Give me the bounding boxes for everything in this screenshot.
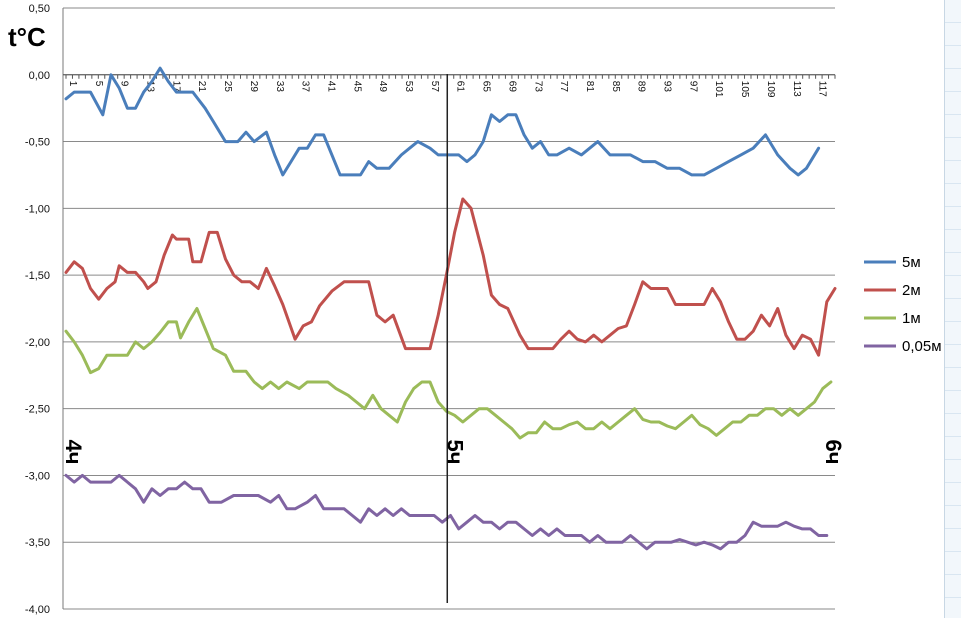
x-tick-label: 29 — [248, 81, 259, 93]
x-tick-label: 77 — [558, 81, 569, 93]
x-tick-label: 21 — [196, 81, 207, 93]
x-tick-label: 33 — [274, 81, 285, 93]
y-tick-label: -2,00 — [25, 337, 50, 349]
series-line-2м — [64, 197, 837, 357]
x-tick-label: 101 — [713, 81, 724, 98]
legend: 5м 2м 1м 0,05м — [864, 254, 942, 355]
series-line-5м — [64, 66, 821, 177]
hour-label: 4ч — [61, 439, 86, 464]
x-tick-label: 81 — [584, 81, 595, 93]
hour-label: 6ч — [821, 439, 846, 464]
y-tick-label: -0,50 — [25, 137, 50, 149]
x-tick-label: 25 — [222, 81, 233, 93]
x-tick-label: 113 — [791, 81, 802, 97]
x-tick-label: 9 — [119, 81, 130, 87]
x-tick-label: 69 — [506, 81, 517, 93]
x-tick-label: 17 — [170, 81, 181, 93]
x-tick-label: 93 — [662, 81, 673, 93]
legend-label: 1м — [902, 310, 921, 327]
series-line-1м — [64, 307, 833, 440]
gridlines — [63, 7, 835, 610]
x-tick-label: 117 — [817, 81, 828, 97]
x-tick-label: 109 — [765, 81, 776, 98]
x-tick-label: 61 — [455, 81, 466, 93]
x-tick-label: 97 — [687, 81, 698, 93]
x-tick-label: 13 — [145, 81, 156, 93]
hour-markers: 4ч 5ч 6ч — [61, 74, 846, 603]
x-tick-label: 45 — [351, 81, 362, 93]
y-tick-label: -3,00 — [25, 470, 50, 482]
y-tick-label: 0,50 — [29, 3, 50, 15]
x-tick-label: 53 — [403, 81, 414, 93]
hour-label: 5ч — [442, 439, 467, 464]
x-tick-label: 89 — [636, 81, 647, 93]
legend-label: 0,05м — [902, 338, 942, 355]
unit-label: t°C — [8, 22, 46, 52]
legend-label: 5м — [902, 254, 921, 271]
y-tick-label: -1,50 — [25, 270, 50, 282]
y-tick-label: -1,00 — [25, 203, 50, 215]
x-tick-label: 73 — [532, 81, 543, 93]
x-tick-label: 41 — [325, 81, 336, 93]
legend-label: 2м — [902, 282, 921, 299]
y-tick-label: -4,00 — [25, 604, 50, 616]
x-tick-label: 1 — [67, 81, 78, 87]
y-tick-label: 0,00 — [29, 70, 50, 82]
series-lines — [64, 66, 837, 551]
y-axis: 0,50 0,00 -0,50 -1,00 -1,50 -2,00 -2,50 -3,00 -3… — [25, 3, 64, 616]
x-tick-label: 57 — [429, 81, 440, 93]
y-tick-label: -3,50 — [25, 537, 50, 549]
x-tick-label: 49 — [377, 81, 388, 93]
x-tick-label: 105 — [739, 81, 750, 98]
y-tick-label: -2,50 — [25, 404, 50, 416]
x-tick-label: 5 — [93, 81, 104, 87]
window-edge-scroll — [944, 0, 961, 618]
x-axis: 1 5 9 13 17 21 25 29 33 37 41 45 49 53 57 61 65 69 73 77 81 8… — [63, 74, 836, 98]
x-tick-label: 37 — [300, 81, 311, 93]
series-line-0,05м — [64, 473, 829, 551]
x-tick-label: 65 — [481, 81, 492, 93]
x-tick-label: 85 — [610, 81, 621, 93]
